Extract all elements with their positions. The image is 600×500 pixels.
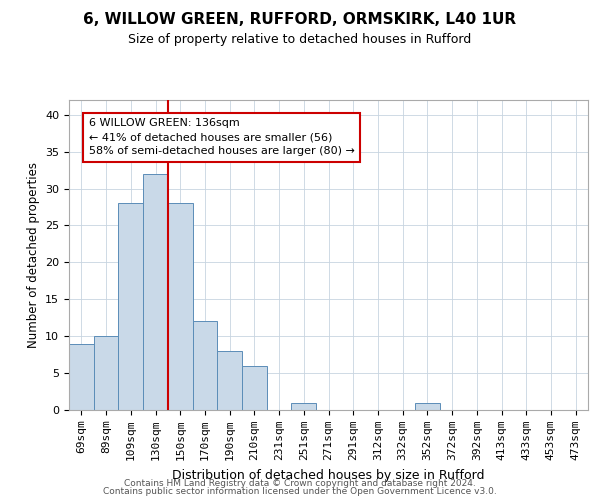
Text: Contains HM Land Registry data © Crown copyright and database right 2024.: Contains HM Land Registry data © Crown c…	[124, 478, 476, 488]
X-axis label: Distribution of detached houses by size in Rufford: Distribution of detached houses by size …	[172, 468, 485, 481]
Bar	[94, 336, 118, 410]
Text: 6 WILLOW GREEN: 136sqm
← 41% of detached houses are smaller (56)
58% of semi-det: 6 WILLOW GREEN: 136sqm ← 41% of detached…	[89, 118, 355, 156]
Bar	[242, 366, 267, 410]
Bar	[118, 204, 143, 410]
Bar	[143, 174, 168, 410]
Text: Contains public sector information licensed under the Open Government Licence v3: Contains public sector information licen…	[103, 487, 497, 496]
Bar	[217, 351, 242, 410]
Bar	[292, 402, 316, 410]
Bar	[415, 402, 440, 410]
Text: 6, WILLOW GREEN, RUFFORD, ORMSKIRK, L40 1UR: 6, WILLOW GREEN, RUFFORD, ORMSKIRK, L40 …	[83, 12, 517, 28]
Bar	[69, 344, 94, 410]
Bar	[193, 322, 217, 410]
Text: Size of property relative to detached houses in Rufford: Size of property relative to detached ho…	[128, 32, 472, 46]
Bar	[168, 204, 193, 410]
Y-axis label: Number of detached properties: Number of detached properties	[26, 162, 40, 348]
